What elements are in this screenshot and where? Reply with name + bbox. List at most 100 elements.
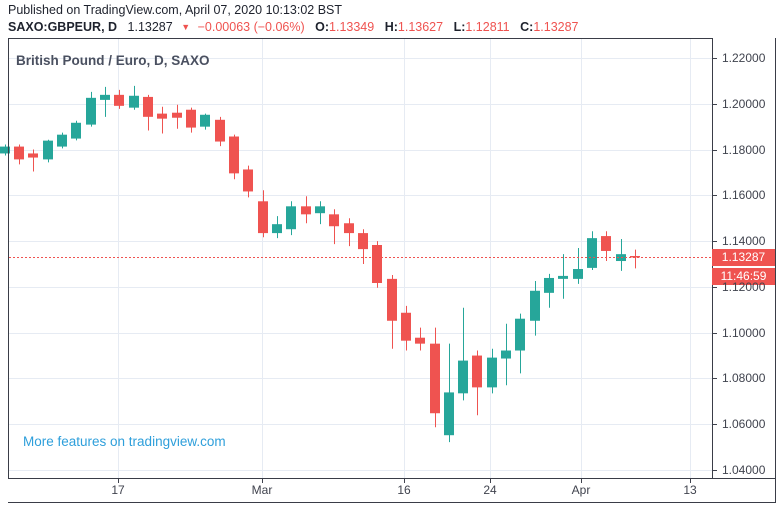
candle[interactable] bbox=[530, 280, 540, 336]
candle-body bbox=[544, 277, 554, 293]
candle[interactable] bbox=[415, 327, 425, 351]
high-label: H: bbox=[384, 20, 398, 34]
time-axis-label: 13 bbox=[683, 483, 697, 497]
candle[interactable] bbox=[157, 106, 167, 134]
price-change: −0.00063 (−0.06%) bbox=[197, 20, 305, 34]
candle[interactable] bbox=[587, 231, 597, 270]
low-label: L: bbox=[453, 20, 466, 34]
candle[interactable] bbox=[200, 113, 210, 130]
price-axis-label: 1.16000 bbox=[722, 188, 766, 203]
candle-body bbox=[387, 278, 397, 321]
candle[interactable] bbox=[472, 350, 482, 416]
candle[interactable] bbox=[444, 343, 454, 443]
price-axis-tick bbox=[713, 104, 717, 105]
candle-body bbox=[415, 337, 425, 344]
candle-body bbox=[558, 275, 568, 279]
candle[interactable] bbox=[315, 201, 325, 225]
candle-body bbox=[458, 360, 468, 394]
price-axis-tick bbox=[713, 195, 717, 196]
candle[interactable] bbox=[100, 86, 110, 117]
candle[interactable] bbox=[430, 327, 440, 428]
price-axis-label: 1.08000 bbox=[722, 371, 766, 386]
candle[interactable] bbox=[28, 149, 38, 172]
candle-body bbox=[530, 290, 540, 321]
candle-body bbox=[258, 201, 268, 234]
candle[interactable] bbox=[43, 139, 53, 163]
candle[interactable] bbox=[272, 216, 282, 239]
candle[interactable] bbox=[573, 247, 583, 284]
price-axis-tick bbox=[713, 424, 717, 425]
time-axis-tick bbox=[690, 479, 691, 483]
candle[interactable] bbox=[258, 190, 268, 238]
candle-body bbox=[243, 169, 253, 192]
candle[interactable] bbox=[358, 229, 368, 264]
candle[interactable] bbox=[544, 273, 554, 308]
price-axis-label: 1.18000 bbox=[722, 142, 766, 157]
candle[interactable] bbox=[286, 201, 296, 236]
candle[interactable] bbox=[215, 116, 225, 147]
candle[interactable] bbox=[515, 313, 525, 374]
candle[interactable] bbox=[243, 165, 253, 198]
candle-body bbox=[630, 256, 640, 258]
candle-body bbox=[515, 318, 525, 351]
low-value: 1.12811 bbox=[465, 20, 510, 34]
candle-body bbox=[601, 236, 611, 251]
price-axis-tick bbox=[713, 150, 717, 151]
candle-body bbox=[28, 153, 38, 158]
candle-body bbox=[215, 119, 225, 142]
time-axis-tick bbox=[262, 479, 263, 483]
candle[interactable] bbox=[458, 307, 468, 401]
high-value: 1.13627 bbox=[397, 20, 444, 34]
candle-body bbox=[114, 94, 124, 106]
candle[interactable] bbox=[329, 209, 339, 245]
time-axis-tick bbox=[404, 479, 405, 483]
tradingview-watermark-link[interactable]: More features on tradingview.com bbox=[23, 434, 226, 449]
candle[interactable] bbox=[229, 134, 239, 180]
candle-body bbox=[86, 97, 96, 125]
close-label: C: bbox=[520, 20, 534, 34]
candle[interactable] bbox=[172, 104, 182, 129]
candle[interactable] bbox=[0, 144, 10, 156]
candle-body bbox=[573, 269, 583, 279]
candle[interactable] bbox=[501, 323, 511, 386]
price-axis-label: 1.22000 bbox=[722, 51, 766, 65]
time-axis-label: 16 bbox=[397, 483, 411, 497]
open-value: 1.13349 bbox=[329, 20, 375, 34]
candle[interactable] bbox=[57, 132, 67, 149]
chart-title: British Pound / Euro, D, SAXO bbox=[16, 53, 210, 68]
candle[interactable] bbox=[387, 274, 397, 349]
candle-body bbox=[172, 112, 182, 118]
candle-body bbox=[43, 140, 53, 160]
price-axis[interactable]: 1.13287 11:46:59 1.22000 1.20000 1.18000 1.… bbox=[712, 38, 775, 478]
candle-body bbox=[587, 238, 597, 268]
candle[interactable] bbox=[114, 89, 124, 109]
candle[interactable] bbox=[186, 107, 196, 133]
candle[interactable] bbox=[129, 85, 139, 110]
candle[interactable] bbox=[601, 231, 611, 262]
price-axis-label: 1.20000 bbox=[722, 96, 766, 111]
candle-body bbox=[344, 223, 354, 234]
time-axis[interactable]: 17 Mar 16 24 Apr 13 bbox=[8, 479, 775, 502]
price-axis-tick bbox=[713, 241, 717, 242]
candle[interactable] bbox=[344, 218, 354, 247]
candle[interactable] bbox=[143, 94, 153, 131]
candle[interactable] bbox=[372, 241, 382, 288]
candle[interactable] bbox=[401, 305, 411, 351]
candlestick-chart-canvas[interactable] bbox=[0, 38, 712, 478]
price-axis-label: 1.06000 bbox=[722, 417, 766, 432]
published-timestamp: Published on TradingView.com, April 07, … bbox=[8, 3, 343, 17]
symbol-status-line: SAXO:GBPEUR, D 1.13287 ▼ −0.00063 (−0.06… bbox=[8, 19, 579, 35]
candle-body bbox=[372, 245, 382, 283]
candle[interactable] bbox=[616, 239, 626, 271]
last-price: 1.13287 bbox=[127, 20, 173, 34]
candle[interactable] bbox=[558, 254, 568, 299]
candle-body bbox=[286, 206, 296, 230]
candle[interactable] bbox=[630, 249, 640, 269]
candle[interactable] bbox=[301, 196, 311, 224]
candle[interactable] bbox=[487, 348, 497, 394]
candle[interactable] bbox=[71, 120, 81, 141]
candle[interactable] bbox=[14, 144, 24, 165]
candle-body bbox=[57, 134, 67, 147]
candle-body bbox=[444, 392, 454, 436]
candle[interactable] bbox=[86, 91, 96, 127]
